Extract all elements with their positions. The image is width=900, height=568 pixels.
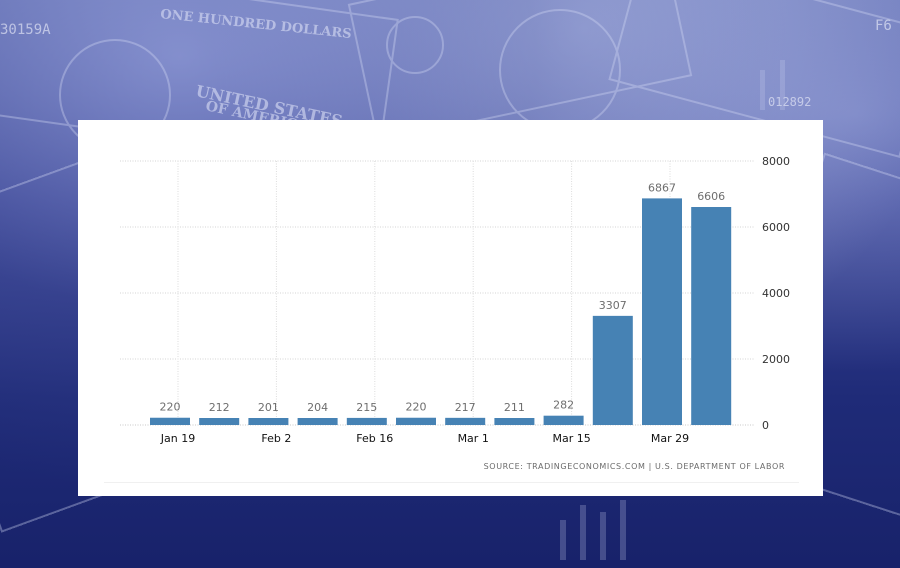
deco-bar-4 (620, 500, 626, 560)
bar (642, 198, 682, 425)
portrait-circle-2 (499, 9, 621, 131)
y-tick-label: 6000 (762, 221, 790, 234)
bar (543, 415, 584, 425)
bar-value-label: 215 (356, 401, 377, 414)
x-tick-label: Jan 19 (160, 432, 195, 445)
bill-serial-2: F6 (875, 18, 892, 34)
bar-value-label: 6867 (648, 181, 676, 194)
deco-bar-3 (600, 512, 606, 560)
bar-value-label: 282 (553, 399, 574, 412)
deco-bar-1 (560, 520, 566, 560)
bar (445, 417, 486, 425)
x-tick-label: Mar 29 (651, 432, 689, 445)
bar-value-label: 220 (406, 401, 427, 414)
seal-circle (386, 16, 444, 74)
bar-value-label: 201 (258, 401, 279, 414)
bar (494, 418, 535, 425)
source-text: SOURCE: TRADINGECONOMICS.COM | U.S. DEPA… (483, 462, 785, 471)
bar (248, 418, 289, 425)
y-tick-label: 4000 (762, 287, 790, 300)
y-tick-label: 8000 (762, 155, 790, 168)
bar (199, 418, 240, 425)
card-footer-divider (104, 482, 799, 483)
bar (297, 418, 338, 425)
bar-value-label: 220 (160, 401, 181, 414)
bill-shape-2 (347, 0, 693, 143)
bill-serial-3: 012892 (768, 95, 811, 109)
deco-bar-6 (780, 60, 785, 110)
bar-value-label: 211 (504, 401, 525, 414)
deco-bar-2 (580, 505, 586, 560)
x-tick-label: Mar 1 (458, 432, 489, 445)
bar-value-label: 3307 (599, 299, 627, 312)
bar (691, 207, 732, 425)
y-tick-label: 2000 (762, 353, 790, 366)
bar-value-label: 204 (307, 401, 328, 414)
bill-shape-3 (608, 0, 900, 159)
bill-text-1: ONE HUNDRED DOLLARS (160, 7, 353, 42)
bar-value-label: 217 (455, 401, 476, 414)
chart-card: 0 2000 4000 6000 8000 220 212 201 204 215 220 217 21… (78, 120, 823, 496)
x-tick-label: Feb 2 (261, 432, 291, 445)
bar (346, 417, 387, 425)
y-tick-label: 0 (762, 419, 769, 432)
bar (150, 417, 190, 425)
x-tick-label: Mar 15 (552, 432, 590, 445)
bar-value-label: 6606 (697, 190, 725, 203)
bar-value-label: 212 (209, 401, 230, 414)
x-tick-label: Feb 16 (356, 432, 393, 445)
bar-chart: 0 2000 4000 6000 8000 220 212 201 204 215 220 217 21… (120, 155, 790, 445)
deco-bar-5 (760, 70, 765, 110)
bar (396, 417, 436, 425)
bill-serial-1: 30159A (0, 22, 51, 38)
bar (592, 315, 633, 425)
